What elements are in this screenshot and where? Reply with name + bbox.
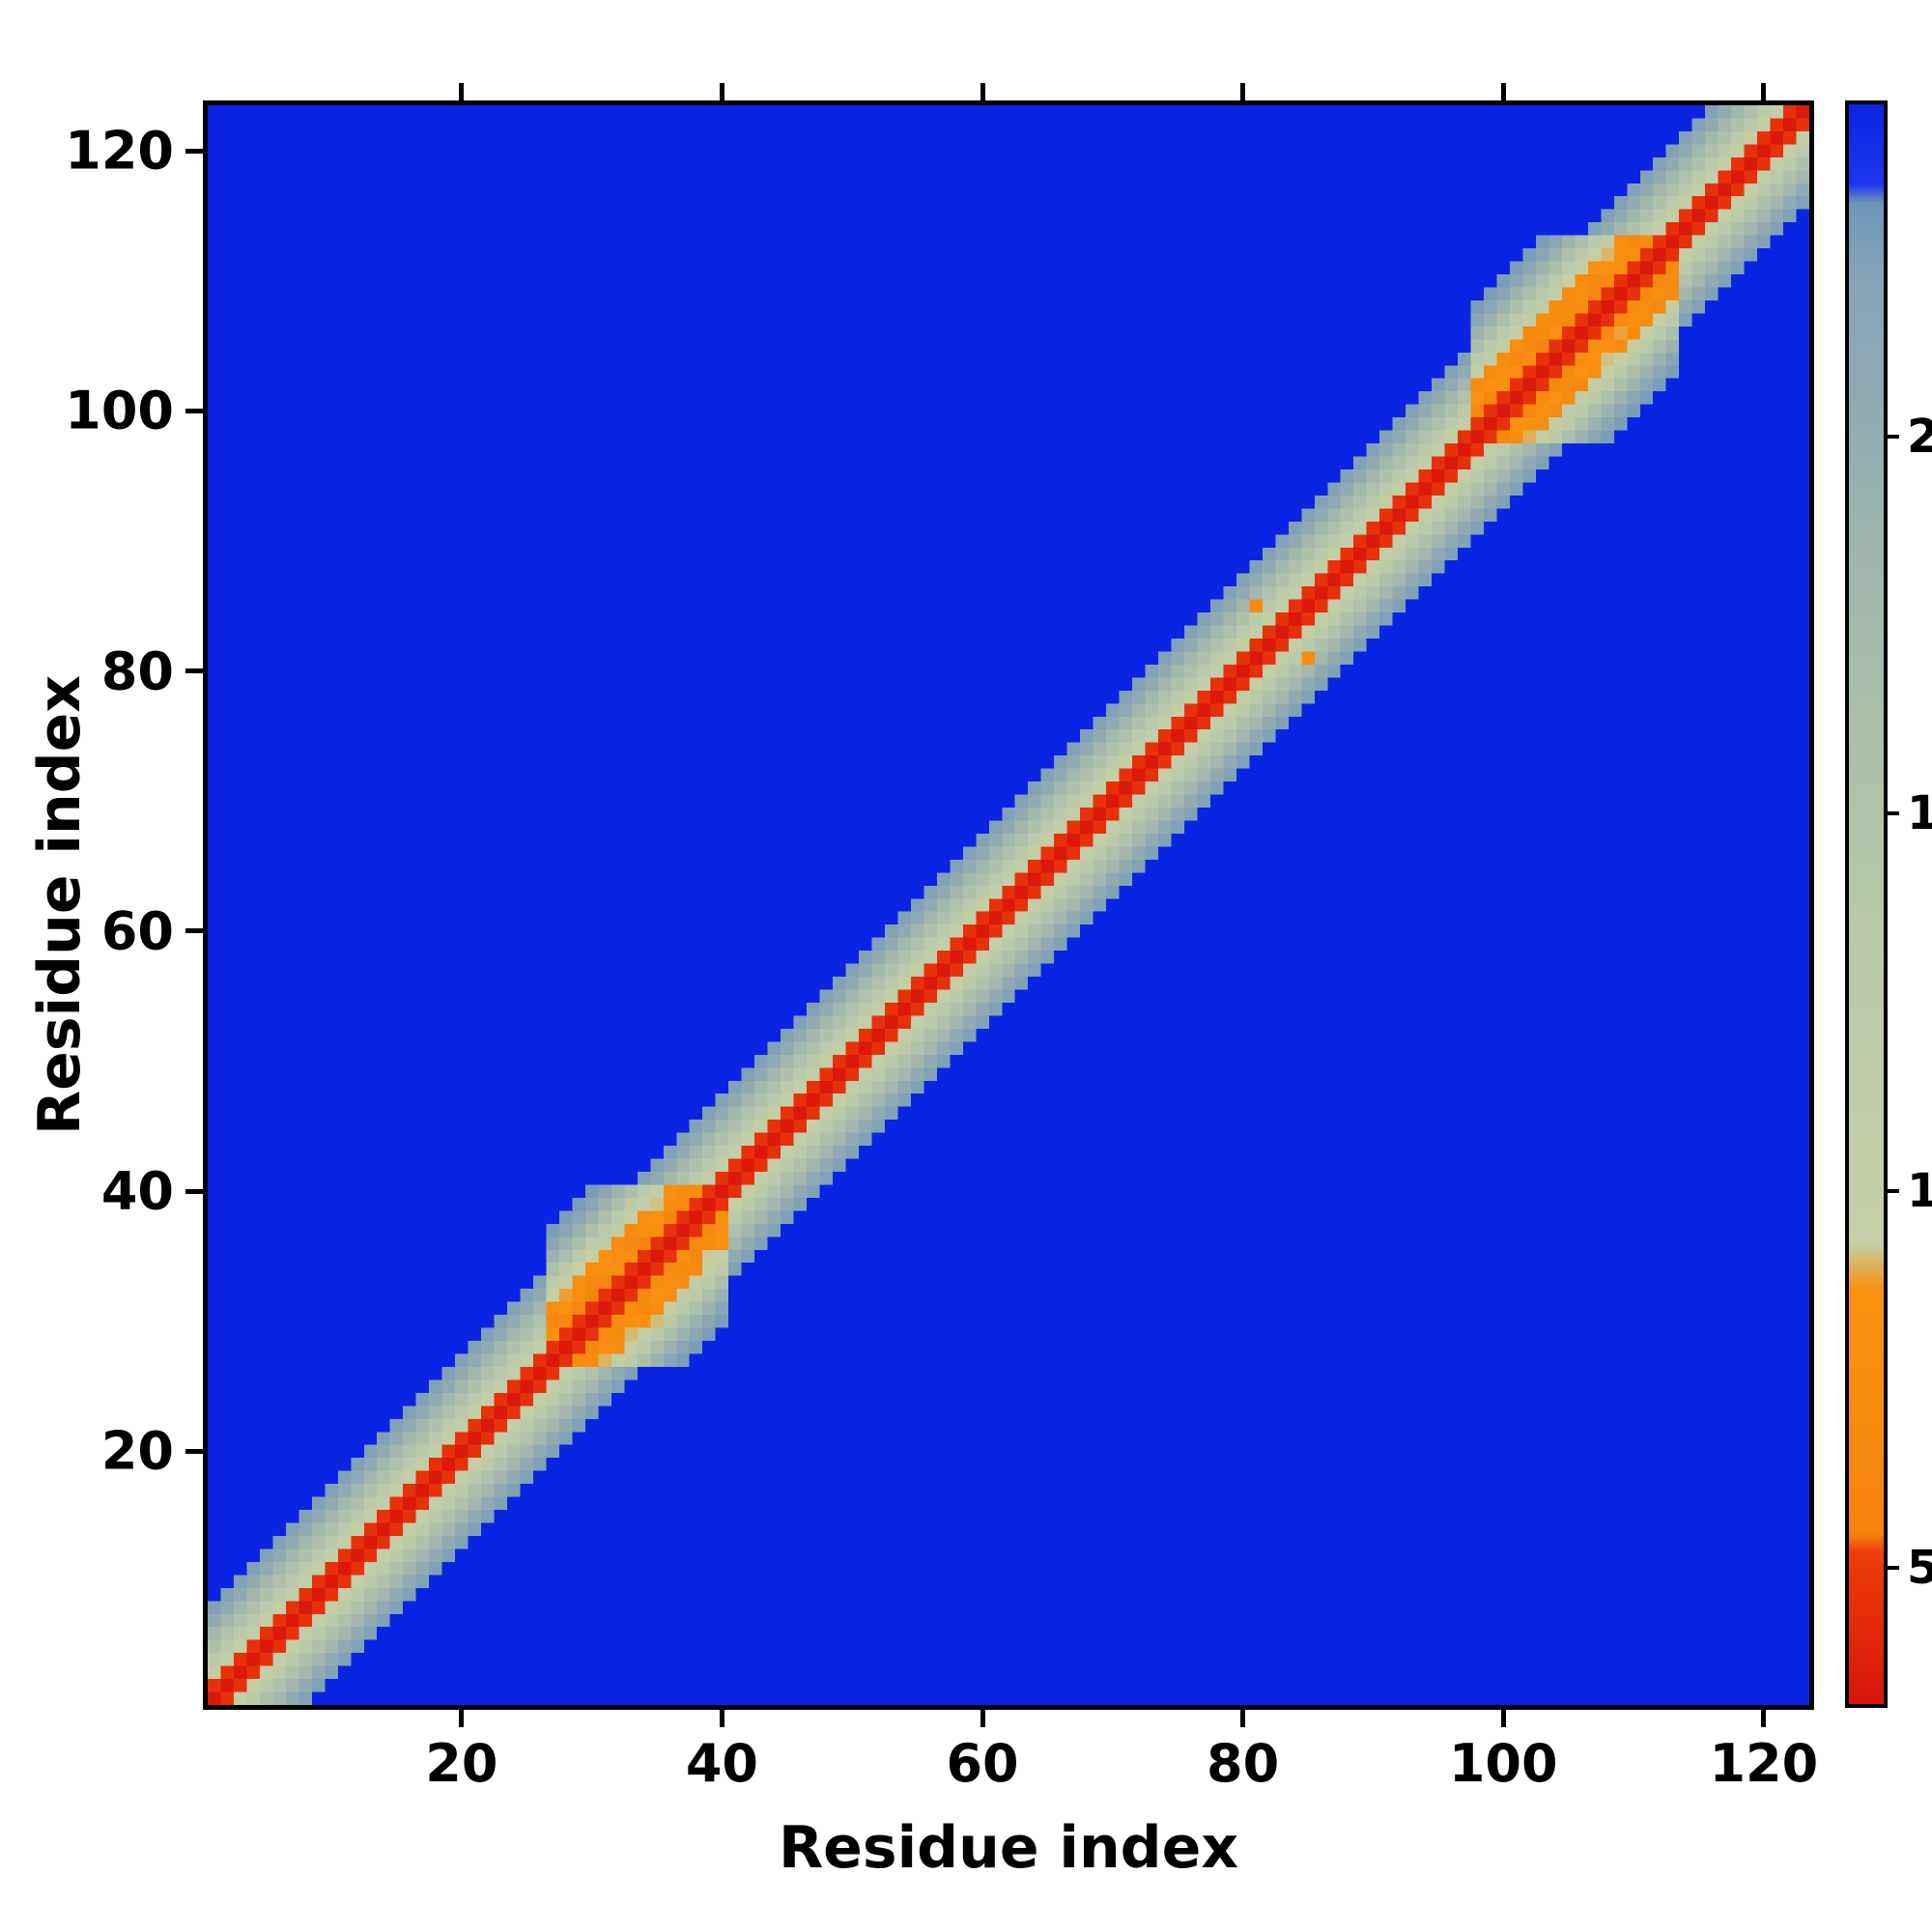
y-tick-left [185,928,203,934]
colorbar [1845,100,1888,1708]
x-tick-bottom [459,1710,465,1727]
x-tick-bottom [1240,1710,1246,1727]
colorbar-tick-label: 10 [1907,1163,1932,1218]
x-tick-label: 20 [425,1733,498,1794]
colorbar-tick-label: 20 [1907,409,1932,464]
y-tick-left [185,408,203,413]
heatmap-plot-area [203,100,1814,1710]
x-axis-label: Residue index [778,1814,1239,1882]
colorbar-tick [1888,811,1899,816]
x-tick-bottom [719,1710,724,1727]
y-axis-label: Residue index [26,674,94,1136]
colorbar-tick [1888,1566,1899,1571]
x-tick-top [980,83,985,100]
x-tick-label: 120 [1709,1733,1819,1794]
x-tick-label: 60 [946,1733,1019,1794]
x-tick-top [1500,83,1506,100]
x-tick-bottom [1500,1710,1506,1727]
y-tick-left [185,1448,203,1454]
y-tick-label: 40 [100,1160,174,1222]
y-tick-label: 20 [100,1420,174,1482]
y-tick-left [185,148,203,154]
x-tick-label: 80 [1207,1733,1280,1794]
y-tick-label: 80 [100,640,174,702]
x-tick-bottom [980,1710,985,1727]
y-tick-label: 60 [100,900,174,962]
x-tick-top [1240,83,1246,100]
x-tick-label: 100 [1448,1733,1558,1794]
x-tick-bottom [1761,1710,1767,1727]
colorbar-tick-label: 15 [1907,786,1932,841]
x-tick-top [1761,83,1767,100]
residue-distance-heatmap [208,105,1809,1705]
colorbar-tick [1888,1188,1899,1193]
y-tick-label: 100 [65,380,174,441]
x-tick-top [459,83,465,100]
x-tick-label: 40 [685,1733,759,1794]
colorbar-tick [1888,434,1899,439]
y-tick-left [185,1188,203,1194]
colorbar-tick-label: 5 [1907,1541,1932,1596]
x-tick-top [719,83,724,100]
y-tick-label: 120 [65,120,174,182]
colorbar-gradient [1849,104,1884,1704]
y-tick-left [185,668,203,674]
